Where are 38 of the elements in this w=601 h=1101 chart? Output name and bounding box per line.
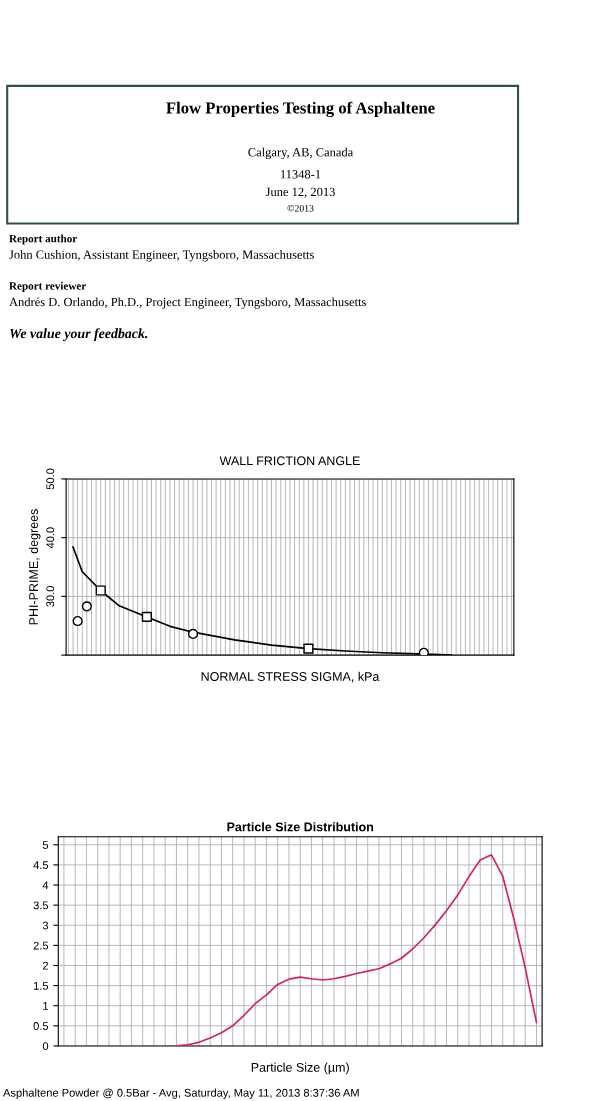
text: 11348-1 bbox=[281, 170, 321, 179]
y-tick-label: 5 bbox=[42, 841, 49, 849]
chart-title: Particle Size Distribution bbox=[227, 822, 374, 832]
y-axis-title: PHI-PRIME, degrees bbox=[28, 509, 41, 625]
y-tick-label: 50.0 bbox=[46, 468, 55, 490]
text: June 12, 2013 bbox=[265, 187, 335, 198]
point bbox=[95, 585, 106, 596]
x-axis-title: NORMAL STRESS SIGMA, kPa bbox=[201, 671, 380, 683]
y-tick-label: 3 bbox=[42, 921, 49, 930]
text: Report author bbox=[9, 234, 77, 245]
y-tick-label: 0 bbox=[42, 1042, 49, 1051]
chart-title: WALL FRICTION ANGLE bbox=[219, 456, 360, 466]
point bbox=[141, 611, 152, 623]
text: Calgary, AB, Canada bbox=[248, 147, 354, 160]
point bbox=[81, 601, 92, 612]
x-axis-title: Particle Size (µm) bbox=[251, 1062, 349, 1075]
text: Andrés D. Orlando, Ph.D., Project Engineer, Tyngsboro, Massachusetts bbox=[9, 297, 366, 309]
text: Flow Properties Testing of Asphaltene bbox=[166, 101, 435, 118]
point bbox=[303, 643, 314, 654]
text: ©2013 bbox=[287, 204, 314, 212]
y-tick-label: 2.5 bbox=[33, 941, 49, 950]
y-tick-label: 3.5 bbox=[33, 901, 49, 910]
point bbox=[418, 647, 429, 656]
y-tick-label: 4 bbox=[42, 881, 49, 890]
point bbox=[72, 615, 83, 627]
y-tick-label: 1 bbox=[43, 1002, 49, 1010]
text: Asphaltene Powder @ 0.5Bar - Avg, Saturday, May 11, 2013 8:37:36 AM bbox=[3, 1088, 359, 1099]
line-series bbox=[175, 854, 538, 1046]
text: Report reviewer bbox=[9, 281, 87, 292]
point bbox=[187, 628, 199, 640]
y-tick-label: 4.5 bbox=[33, 861, 49, 870]
y-tick-label: 40.0 bbox=[46, 527, 55, 549]
y-tick-label: 30.0 bbox=[46, 586, 55, 607]
y-tick-label: 1.5 bbox=[33, 981, 49, 990]
text: John Cushion, Assistant Engineer, Tyngsboro, Massachusetts bbox=[9, 250, 314, 262]
y-tick-label: 0.5 bbox=[33, 1022, 49, 1030]
y-tick-label: 2 bbox=[42, 961, 49, 970]
text: We value your feedback. bbox=[9, 328, 148, 341]
